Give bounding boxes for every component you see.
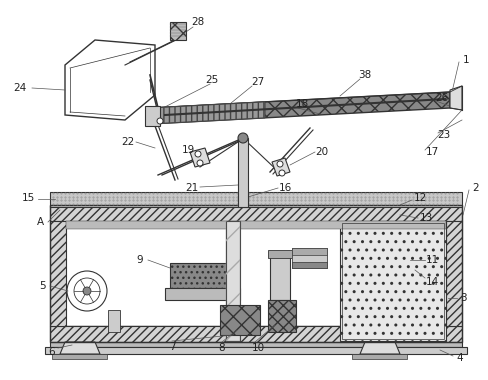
Text: 6: 6 — [49, 347, 55, 357]
Text: 3: 3 — [459, 293, 466, 303]
Bar — [267, 300, 295, 332]
Bar — [50, 205, 461, 221]
Text: 1: 1 — [462, 55, 468, 65]
Bar — [164, 288, 240, 300]
Polygon shape — [150, 102, 264, 124]
Bar — [269, 255, 289, 300]
Bar — [291, 262, 326, 268]
Text: 24: 24 — [13, 83, 26, 93]
Bar — [50, 221, 66, 326]
Bar — [45, 347, 466, 354]
Polygon shape — [449, 86, 461, 110]
Polygon shape — [271, 158, 289, 176]
Bar — [291, 255, 326, 262]
Text: 21: 21 — [185, 183, 198, 193]
Text: 14: 14 — [425, 277, 438, 287]
Circle shape — [67, 271, 107, 311]
Circle shape — [238, 133, 247, 143]
Text: 7: 7 — [168, 342, 175, 352]
Polygon shape — [359, 342, 399, 354]
Bar — [225, 221, 240, 341]
Text: 16: 16 — [278, 183, 291, 193]
Bar — [445, 221, 461, 326]
Text: 9: 9 — [137, 255, 143, 265]
Text: 22: 22 — [121, 137, 134, 147]
Circle shape — [83, 287, 91, 295]
Bar — [108, 310, 120, 332]
Bar — [50, 205, 461, 342]
Text: 28: 28 — [191, 17, 204, 27]
Text: 10: 10 — [251, 343, 264, 353]
Text: 2: 2 — [472, 183, 478, 193]
Circle shape — [276, 161, 283, 167]
Bar — [50, 342, 461, 347]
Polygon shape — [190, 148, 209, 167]
Polygon shape — [60, 342, 100, 354]
Circle shape — [74, 278, 100, 304]
Circle shape — [279, 170, 285, 176]
Text: 23: 23 — [436, 130, 450, 140]
Bar — [66, 221, 445, 326]
Bar — [351, 354, 406, 359]
Text: 26: 26 — [434, 93, 447, 103]
Text: 15: 15 — [21, 193, 35, 203]
Text: 12: 12 — [412, 193, 426, 203]
Circle shape — [195, 151, 201, 157]
Bar — [220, 305, 260, 335]
Text: 17: 17 — [425, 147, 438, 157]
Bar — [291, 248, 326, 255]
Text: 19: 19 — [181, 145, 194, 155]
Bar — [170, 263, 229, 288]
Polygon shape — [65, 40, 155, 120]
Text: 13: 13 — [419, 213, 432, 223]
Bar — [267, 250, 291, 258]
Text: 5: 5 — [39, 281, 45, 291]
Bar — [52, 354, 107, 359]
Text: 27: 27 — [251, 77, 264, 87]
Bar — [341, 223, 443, 339]
Text: 11: 11 — [425, 255, 438, 265]
Bar — [225, 221, 240, 341]
Text: 25: 25 — [205, 75, 218, 85]
Bar — [66, 221, 445, 229]
Polygon shape — [145, 106, 160, 126]
Text: 8: 8 — [218, 343, 225, 353]
Text: A: A — [37, 217, 43, 227]
Bar — [339, 221, 445, 341]
Bar — [238, 138, 247, 207]
Text: 38: 38 — [358, 70, 371, 80]
Bar — [291, 248, 326, 268]
Text: 18: 18 — [295, 99, 308, 109]
Text: 20: 20 — [315, 147, 328, 157]
Bar — [50, 326, 461, 342]
Bar — [170, 22, 185, 40]
Text: 4: 4 — [456, 353, 462, 363]
Circle shape — [157, 118, 163, 124]
Bar — [50, 192, 461, 207]
Polygon shape — [150, 92, 449, 124]
Circle shape — [197, 160, 203, 166]
